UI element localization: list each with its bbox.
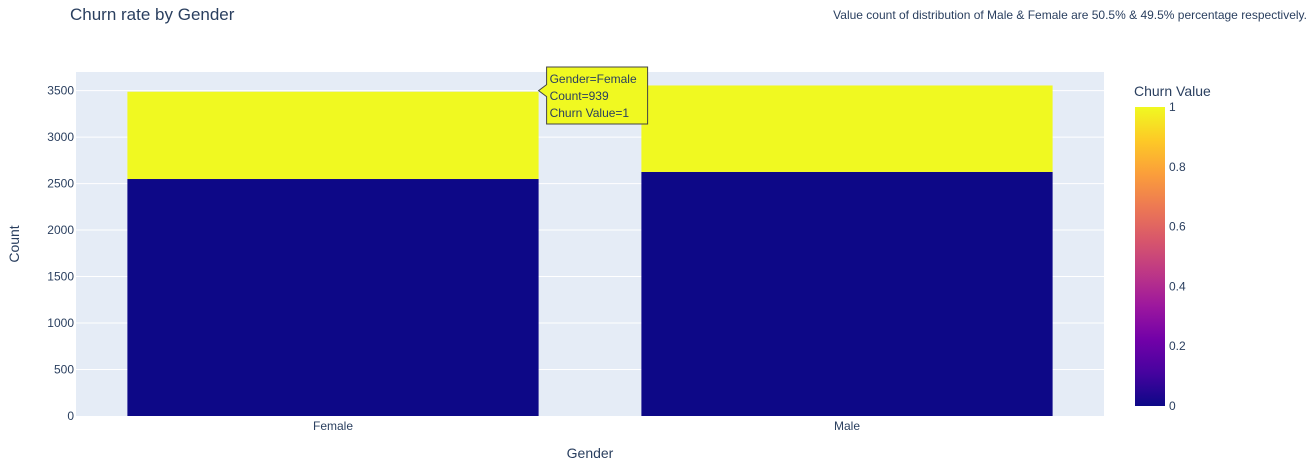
y-axis-title: Count (6, 225, 22, 262)
colorbar-tick-label: 1 (1169, 100, 1176, 114)
y-tick-labels: 0 500 1000 1500 2000 2500 3000 3500 (47, 84, 74, 423)
y-tick-label: 2500 (47, 177, 74, 191)
y-tick-label: 3000 (47, 130, 74, 144)
y-tick-label: 2000 (47, 223, 74, 237)
x-tick-labels: Female Male (313, 419, 860, 433)
colorbar-gradient (1135, 107, 1165, 406)
chart-annotation: Value count of distribution of Male & Fe… (833, 8, 1307, 22)
x-tick-label: Male (834, 419, 860, 433)
y-tick-label: 1500 (47, 270, 74, 284)
hover-line: Count=939 (550, 89, 609, 103)
x-axis-title: Gender (567, 445, 614, 461)
colorbar: Churn Value 0 0.2 0.4 0.6 0.8 1 (1134, 83, 1211, 413)
bar-male-churn-1[interactable] (641, 85, 1053, 172)
bars (127, 85, 1053, 416)
hover-tooltip: Gender=Female Count=939 Churn Value=1 (537, 66, 649, 125)
y-tick-label: 0 (67, 409, 74, 423)
colorbar-ticks: 0 0.2 0.4 0.6 0.8 1 (1169, 100, 1186, 413)
hover-line: Gender=Female (550, 72, 637, 86)
chart-title: Churn rate by Gender (70, 5, 235, 24)
colorbar-title: Churn Value (1134, 83, 1211, 99)
x-tick-label: Female (313, 419, 353, 433)
bar-female-churn-0[interactable] (127, 179, 539, 416)
y-tick-label: 1000 (47, 316, 74, 330)
hover-box (537, 66, 649, 125)
colorbar-tick-label: 0.4 (1169, 279, 1186, 293)
y-tick-label: 500 (54, 363, 74, 377)
colorbar-tick-label: 0.8 (1169, 160, 1186, 174)
bar-male-churn-0[interactable] (641, 171, 1053, 416)
colorbar-tick-label: 0.6 (1169, 220, 1186, 234)
bar-female-churn-1[interactable] (127, 91, 539, 180)
colorbar-tick-label: 0 (1169, 399, 1176, 413)
y-tick-label: 3500 (47, 84, 74, 98)
hover-line: Churn Value=1 (550, 106, 630, 120)
colorbar-tick-label: 0.2 (1169, 339, 1186, 353)
